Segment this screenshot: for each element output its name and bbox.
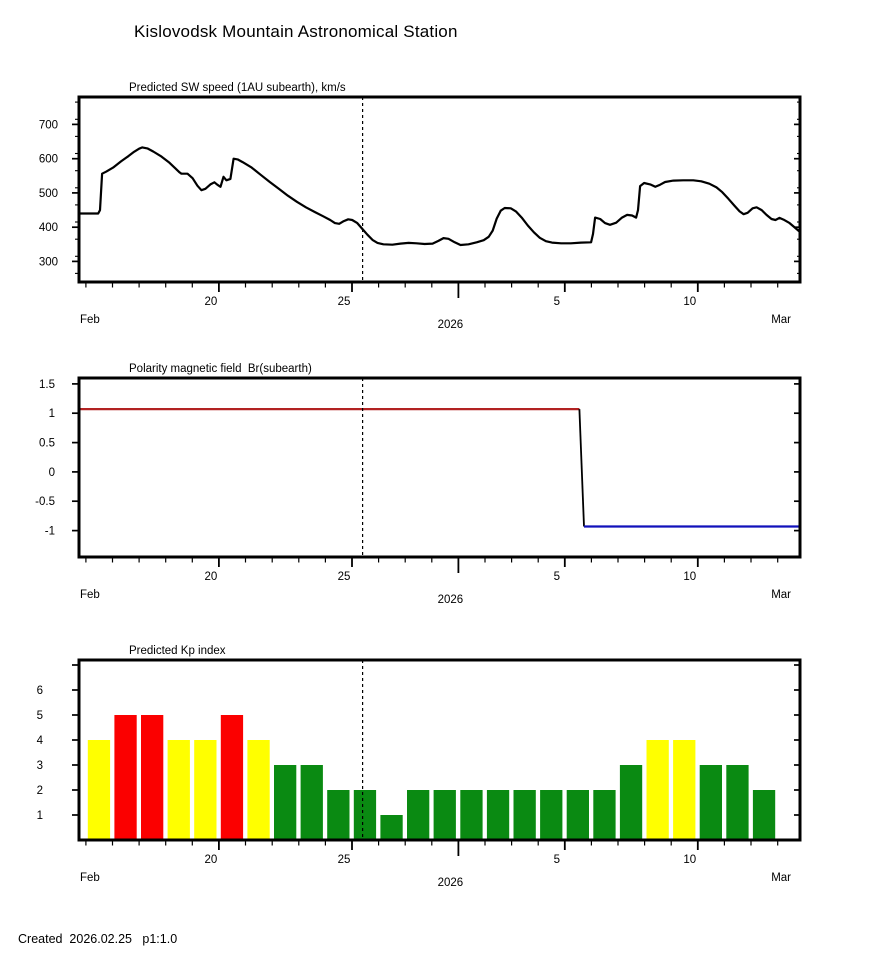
y-tick-label: 6: [37, 685, 43, 697]
y-tick-label: 500: [39, 188, 58, 200]
kp-bar: [194, 740, 217, 840]
y-tick-label: 600: [39, 154, 58, 166]
kp-bar: [646, 740, 669, 840]
x-month-end-label: Mar: [771, 872, 791, 884]
x-tick-label: 5: [554, 296, 560, 308]
kp-bar: [87, 740, 111, 840]
chart-title-kp-index: Predicted Kp index: [129, 645, 226, 657]
x-tick-label: 10: [683, 854, 696, 866]
y-tick-label: 1.5: [39, 379, 55, 391]
kp-bar: [141, 715, 164, 840]
kp-bar: [407, 790, 430, 840]
x-tick-label: 5: [554, 854, 560, 866]
plot-frame: [77, 376, 802, 559]
y-tick-label: 4: [37, 735, 44, 747]
y-tick-label: 3: [37, 760, 43, 772]
x-year-label: 2026: [438, 877, 464, 889]
x-tick-label: 25: [338, 296, 351, 308]
kp-bar: [619, 765, 643, 840]
kp-bar: [673, 740, 696, 840]
x-month-start-label: Feb: [80, 872, 100, 884]
y-tick-label: 0.5: [39, 438, 55, 450]
polarity-transition-line: [578, 409, 585, 527]
chart-polarity: -1 -0.5 0 0.5 1 1.5 20 25 5 10 Feb Mar 2026: [35, 376, 802, 606]
y-tick-label: 2: [37, 785, 43, 797]
x-year-label: 2026: [438, 319, 464, 331]
kp-bar: [300, 765, 323, 840]
chart-title-sw-speed: Predicted SW speed (1AU subearth), km/s: [129, 82, 346, 94]
kp-bar: [353, 790, 377, 840]
plot-frame: [77, 95, 802, 284]
x-tick-label: 25: [338, 854, 351, 866]
kp-bar: [380, 815, 403, 840]
y-tick-label: 300: [39, 256, 58, 268]
y-tick-label: -0.5: [35, 496, 55, 508]
kp-bar: [699, 765, 722, 840]
sw-speed-line: [77, 146, 802, 247]
y-tick-label: 400: [39, 222, 58, 234]
y-tick-label: -1: [45, 526, 55, 538]
kp-bar: [593, 790, 616, 840]
y-tick-label: 0: [49, 467, 55, 479]
page-title: Kislovodsk Mountain Astronomical Station: [134, 22, 458, 41]
kp-bar: [566, 790, 589, 840]
x-month-end-label: Mar: [771, 589, 791, 601]
chart-kp-index: 1 2 3 4 5 6 20 25 5 10 Feb Mar 2026: [37, 658, 802, 889]
x-tick-label: 20: [205, 854, 218, 866]
kp-bar: [460, 790, 483, 840]
kp-bar: [752, 790, 776, 840]
x-tick-label: 10: [683, 296, 696, 308]
kp-bar: [114, 715, 137, 840]
chart-title-polarity: Polarity magnetic field Br(subearth): [129, 363, 312, 375]
y-tick-label: 1: [37, 810, 43, 822]
x-tick-label: 25: [338, 571, 351, 583]
x-tick-label: 20: [205, 571, 218, 583]
created-stamp: Created 2026.02.25 p1:1.0: [18, 932, 178, 946]
x-year-label: 2026: [438, 594, 464, 606]
y-tick-label: 5: [37, 710, 43, 722]
x-tick-label: 20: [205, 296, 218, 308]
kp-bar: [726, 765, 749, 840]
y-tick-label: 1: [49, 408, 55, 420]
x-month-start-label: Feb: [80, 589, 100, 601]
kp-bar: [167, 740, 190, 840]
kp-bar: [486, 790, 510, 840]
x-month-start-label: Feb: [80, 314, 100, 326]
kp-bar: [540, 790, 563, 840]
kp-bar: [433, 790, 456, 840]
kp-bar: [247, 740, 270, 840]
plot-frame: [77, 658, 802, 842]
x-month-end-label: Mar: [771, 314, 791, 326]
kp-bar: [513, 790, 536, 840]
chart-sw-speed: 300 400 500 600 700 20 25 5 10 Feb Mar 2026: [39, 95, 802, 331]
y-tick-label: 700: [39, 119, 58, 131]
kp-bar: [274, 765, 297, 840]
x-tick-label: 5: [554, 571, 560, 583]
kp-bar: [220, 715, 244, 840]
kp-bar: [327, 790, 350, 840]
x-tick-label: 10: [683, 571, 696, 583]
